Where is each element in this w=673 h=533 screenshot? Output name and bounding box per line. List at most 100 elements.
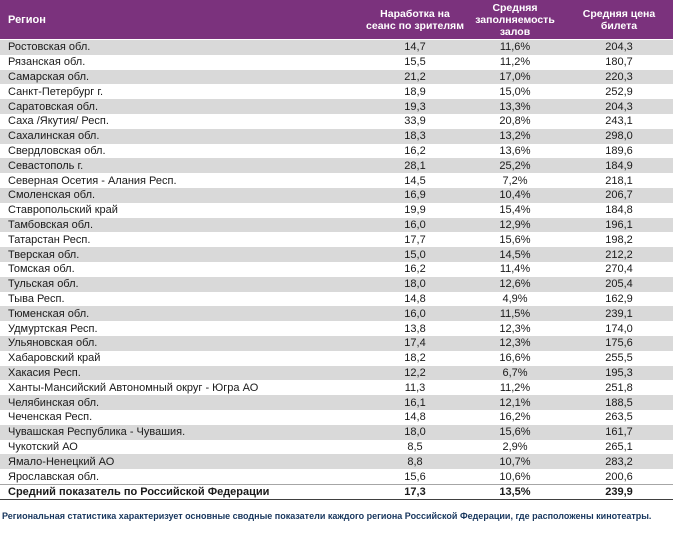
region-cell: Ярославская обл. — [8, 470, 100, 483]
table-row: Рязанская обл. 15,5 11,2% 180,7 — [0, 55, 673, 70]
occupancy-cell: 2,9% — [502, 440, 528, 453]
price-cell: 239,9 — [605, 485, 633, 498]
price-cell: 239,1 — [605, 307, 633, 320]
per-session-cell: 33,9 — [404, 115, 426, 128]
per-session-cell: 17,7 — [404, 233, 426, 246]
per-session-cell: 16,0 — [404, 307, 426, 320]
occupancy-cell: 15,0% — [499, 85, 531, 98]
region-cell: Татарстан Респ. — [8, 233, 91, 246]
occupancy-cell: 12,3% — [499, 337, 531, 350]
table-row: Саратовская обл. 19,3 13,3% 204,3 — [0, 99, 673, 114]
price-cell: 180,7 — [605, 56, 633, 69]
occupancy-cell: 12,3% — [499, 322, 531, 335]
per-session-cell: 15,5 — [404, 56, 426, 69]
table-row: Томская обл. 16,2 11,4% 270,4 — [0, 262, 673, 277]
column-header-per-session: Наработка на сеанс по зрителям — [366, 7, 464, 32]
per-session-cell: 16,1 — [404, 396, 426, 409]
region-cell: Саха /Якутия/ Респ. — [8, 115, 109, 128]
region-cell: Самарская обл. — [8, 70, 90, 83]
region-cell: Тюменская обл. — [8, 307, 90, 320]
occupancy-cell: 10,7% — [499, 455, 531, 468]
table-row: Самарская обл. 21,2 17,0% 220,3 — [0, 69, 673, 85]
per-session-cell: 28,1 — [404, 159, 426, 172]
region-cell: Смоленская обл. — [8, 189, 96, 202]
region-cell: Ставропольский край — [8, 204, 118, 217]
region-cell: Саратовская обл. — [8, 100, 99, 113]
per-session-cell: 14,7 — [404, 41, 426, 54]
occupancy-cell: 15,4% — [499, 204, 531, 217]
price-cell: 212,2 — [605, 248, 633, 261]
price-cell: 270,4 — [605, 263, 633, 276]
per-session-cell: 19,9 — [404, 204, 426, 217]
occupancy-cell: 11,6% — [499, 41, 531, 54]
per-session-cell: 18,0 — [404, 426, 426, 439]
price-cell: 196,1 — [605, 218, 633, 231]
table-row: Смоленская обл. 16,9 10,4% 206,7 — [0, 187, 673, 203]
occupancy-cell: 13,6% — [499, 144, 531, 157]
region-cell: Тульская обл. — [8, 278, 79, 291]
price-cell: 206,7 — [605, 189, 633, 202]
occupancy-cell: 11,5% — [499, 307, 531, 320]
per-session-cell: 18,2 — [404, 352, 426, 365]
table-row: Ханты-Мансийский Автономный округ - Югра… — [0, 380, 673, 395]
per-session-cell: 8,8 — [407, 455, 423, 468]
occupancy-cell: 4,9% — [502, 292, 528, 305]
price-cell: 184,9 — [605, 159, 633, 172]
occupancy-cell: 16,6% — [499, 352, 531, 365]
per-session-cell: 16,2 — [404, 263, 426, 276]
region-cell: Хакасия Респ. — [8, 366, 81, 379]
occupancy-cell: 10,4% — [499, 189, 531, 202]
region-cell: Свердловская обл. — [8, 144, 106, 157]
price-cell: 283,2 — [605, 455, 633, 468]
price-cell: 195,3 — [605, 366, 633, 379]
occupancy-cell: 7,2% — [502, 174, 528, 187]
region-cell: Севастополь г. — [8, 159, 84, 172]
region-cell: Чеченская Респ. — [8, 411, 93, 424]
region-cell: Тыва Респ. — [8, 292, 65, 305]
table-row: Санкт-Петербург г. 18,9 15,0% 252,9 — [0, 84, 673, 99]
per-session-cell: 14,8 — [404, 411, 426, 424]
occupancy-cell: 16,2% — [499, 411, 531, 424]
per-session-cell: 16,0 — [404, 218, 426, 231]
table-row: Тюменская обл. 16,0 11,5% 239,1 — [0, 306, 673, 322]
occupancy-cell: 12,1% — [499, 396, 531, 409]
region-cell: Рязанская обл. — [8, 56, 86, 69]
table-row: Ямало-Ненецкий АО 8,8 10,7% 283,2 — [0, 454, 673, 470]
price-cell: 251,8 — [605, 381, 633, 394]
occupancy-cell: 25,2% — [499, 159, 531, 172]
per-session-cell: 18,9 — [404, 85, 426, 98]
price-cell: 198,2 — [605, 233, 633, 246]
region-cell: Ханты-Мансийский Автономный округ - Югра… — [8, 381, 259, 394]
region-cell: Ульяновская обл. — [8, 337, 98, 350]
per-session-cell: 15,0 — [404, 248, 426, 261]
table-row: Ростовская обл. 14,7 11,6% 204,3 — [0, 40, 673, 55]
price-cell: 243,1 — [605, 115, 633, 128]
table-row: Сахалинская обл. 18,3 13,2% 298,0 — [0, 128, 673, 144]
occupancy-cell: 12,9% — [499, 218, 531, 231]
region-cell: Челябинская обл. — [8, 396, 100, 409]
price-cell: 200,6 — [605, 470, 633, 483]
per-session-cell: 15,6 — [404, 470, 426, 483]
summary-row: Средний показатель по Российской Федерац… — [0, 483, 673, 500]
price-cell: 189,6 — [605, 144, 633, 157]
per-session-cell: 16,9 — [404, 189, 426, 202]
occupancy-cell: 13,5% — [499, 485, 531, 498]
table-row: Ярославская обл. 15,6 10,6% 200,6 — [0, 469, 673, 484]
price-cell: 218,1 — [605, 174, 633, 187]
occupancy-cell: 17,0% — [499, 70, 531, 83]
occupancy-cell: 11,2% — [499, 56, 531, 69]
per-session-cell: 13,8 — [404, 322, 426, 335]
per-session-cell: 19,3 — [404, 100, 426, 113]
per-session-cell: 18,0 — [404, 278, 426, 291]
table-row: Удмуртская Респ. 13,8 12,3% 174,0 — [0, 321, 673, 336]
region-cell: Удмуртская Респ. — [8, 322, 98, 335]
table-row: Чукотский АО 8,5 2,9% 265,1 — [0, 440, 673, 455]
region-cell: Чукотский АО — [8, 440, 78, 453]
table-row: Тверская обл. 15,0 14,5% 212,2 — [0, 247, 673, 262]
occupancy-cell: 15,6% — [499, 426, 531, 439]
per-session-cell: 11,3 — [404, 381, 426, 394]
table-row: Тульская обл. 18,0 12,6% 205,4 — [0, 276, 673, 292]
occupancy-cell: 14,5% — [499, 248, 531, 261]
region-cell: Ямало-Ненецкий АО — [8, 455, 115, 468]
region-cell: Средний показатель по Российской Федерац… — [8, 485, 270, 498]
